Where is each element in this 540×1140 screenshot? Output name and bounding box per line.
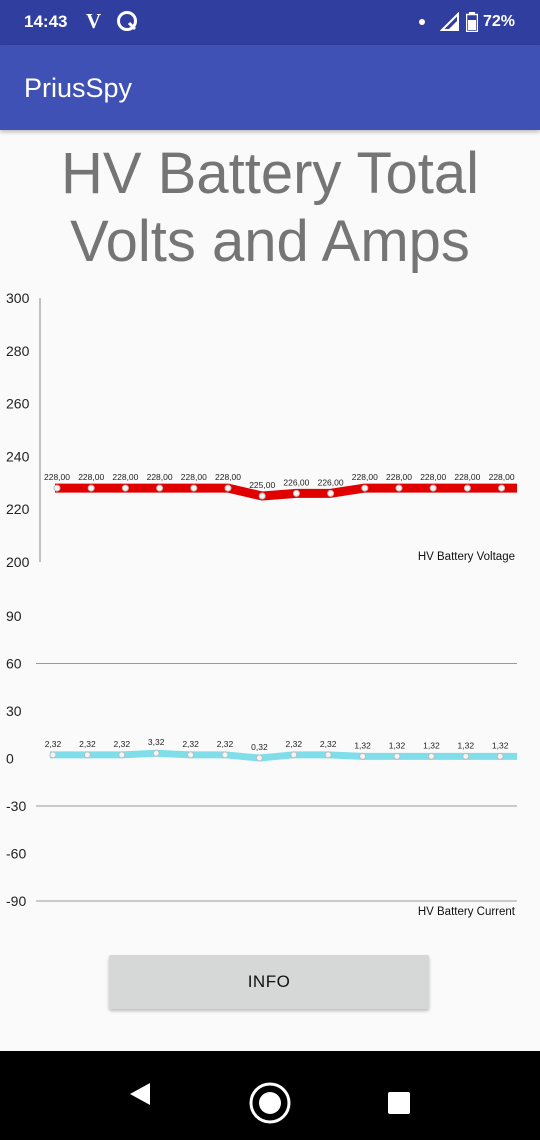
data-label: 1,32 [354, 740, 371, 750]
data-label: 1,32 [389, 740, 406, 750]
y-tick-label: 90 [6, 608, 22, 624]
data-label: 228,00 [215, 472, 241, 482]
data-point [361, 484, 369, 492]
data-point [53, 484, 61, 492]
page-title-line2: Volts and Amps [70, 209, 470, 274]
status-time: 14:43 [24, 12, 68, 31]
data-point [324, 751, 332, 759]
back-icon[interactable] [128, 1081, 152, 1112]
app-title: PriusSpy [24, 73, 133, 103]
data-point [187, 751, 195, 759]
battery-icon [465, 12, 479, 37]
data-point [327, 489, 335, 497]
data-point [258, 492, 266, 500]
y-tick-label: -30 [6, 798, 26, 814]
qualcomm-icon [116, 10, 138, 37]
data-label: 226,00 [318, 477, 344, 487]
data-point [190, 484, 198, 492]
app-bar: PriusSpy [0, 45, 540, 130]
data-point [462, 752, 470, 760]
y-tick-label: 300 [6, 290, 30, 306]
data-point [83, 751, 91, 759]
y-tick-label: 220 [6, 501, 30, 517]
data-point [427, 752, 435, 760]
data-label: 2,32 [320, 739, 337, 749]
data-point [292, 489, 300, 497]
legend-label: HV Battery Voltage [418, 551, 515, 563]
notification-dot-icon [419, 19, 425, 25]
data-point [255, 754, 263, 762]
data-point [156, 484, 164, 492]
data-point [429, 484, 437, 492]
y-tick-label: 200 [6, 554, 30, 570]
data-label: 228,00 [420, 472, 446, 482]
data-label: 228,00 [454, 472, 480, 482]
home-icon[interactable] [248, 1081, 292, 1130]
data-label: 3,32 [148, 737, 165, 747]
y-tick-label: 30 [6, 703, 22, 719]
data-label: 0,32 [251, 742, 268, 752]
page-title: HV Battery Total Volts and Amps [0, 140, 540, 276]
data-label: 226,00 [283, 477, 309, 487]
data-label: 2,32 [79, 739, 96, 749]
legend-label: HV Battery Current [418, 906, 516, 918]
y-tick-label: 60 [6, 656, 22, 672]
series-line [52, 483, 517, 501]
data-point [121, 484, 129, 492]
data-label: 228,00 [386, 472, 412, 482]
data-label: 1,32 [458, 740, 475, 750]
battery-percent: 72% [483, 13, 516, 30]
y-tick-label: 0 [6, 751, 14, 767]
y-tick-label: 260 [6, 396, 30, 412]
current-chart-svg: 90 60 30 0 -30 -60 -90 2,32 2,32 2,32 3,32 2,32 2,32… [6, 608, 517, 918]
data-label: 2,32 [182, 739, 199, 749]
y-tick-label: -60 [6, 846, 26, 862]
data-label: 228,00 [181, 472, 207, 482]
voltage-chart: 300 280 260 240 220 200 228,00 228,00 228,00 228,… [0, 285, 540, 585]
data-label: 228,00 [489, 472, 515, 482]
data-point [359, 752, 367, 760]
data-point [221, 751, 229, 759]
data-label: 228,00 [147, 472, 173, 482]
data-label: 2,32 [286, 739, 303, 749]
page-title-line1: HV Battery Total [60, 141, 479, 206]
voltage-chart-svg: 300 280 260 240 220 200 228,00 228,00 228,00 228,… [6, 290, 517, 570]
data-point [395, 484, 403, 492]
navigation-bar [0, 1051, 540, 1140]
data-label: 225,00 [249, 480, 275, 490]
data-label: 228,00 [44, 472, 70, 482]
y-tick-label: 280 [6, 343, 30, 359]
data-point [87, 484, 95, 492]
status-bar: 14:43 V 72% [0, 0, 540, 45]
data-label: 228,00 [112, 472, 138, 482]
data-label: 2,32 [114, 739, 131, 749]
recent-apps-icon[interactable] [388, 1092, 410, 1114]
series-line [49, 749, 517, 762]
data-point [224, 484, 232, 492]
info-button[interactable]: INFO [109, 955, 429, 1009]
data-point [290, 751, 298, 759]
data-point [152, 749, 160, 757]
data-point [393, 752, 401, 760]
y-tick-label: -90 [6, 893, 26, 909]
data-point [496, 752, 504, 760]
data-label: 2,32 [45, 739, 62, 749]
signal-icon [439, 11, 462, 37]
data-label: 228,00 [352, 472, 378, 482]
data-point [49, 751, 57, 759]
data-label: 228,00 [78, 472, 104, 482]
data-label: 1,32 [423, 740, 440, 750]
data-point [498, 484, 506, 492]
v-icon: V [86, 9, 102, 33]
data-label: 2,32 [217, 739, 234, 749]
data-label: 1,32 [492, 740, 509, 750]
y-tick-label: 240 [6, 448, 30, 464]
data-point [118, 751, 126, 759]
data-point [463, 484, 471, 492]
current-chart: 90 60 30 0 -30 -60 -90 2,32 2,32 2,32 3,32 2,32 2,32… [0, 600, 540, 930]
